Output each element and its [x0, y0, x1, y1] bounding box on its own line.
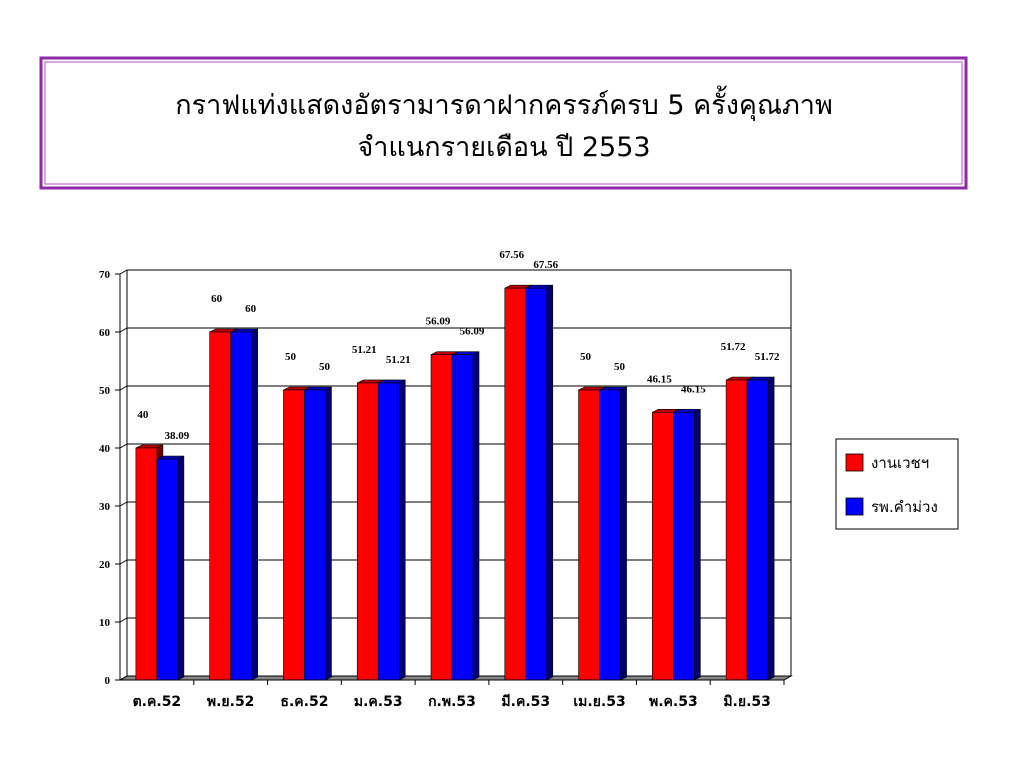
chart-title: กราฟแท่งแสดงอัตรามารดาฝากครรภ์ครบ 5 ครั้…	[175, 85, 833, 122]
y-tick-label: 0	[105, 675, 111, 687]
data-label: 46.15	[681, 383, 706, 395]
bar	[135, 447, 158, 681]
y-tick-label: 70	[99, 269, 111, 281]
y-tick-label: 60	[99, 327, 111, 339]
grid-line	[119, 443, 128, 449]
grid-line	[119, 675, 128, 681]
bar-side	[472, 351, 480, 681]
bar	[599, 389, 621, 681]
data-label: 60	[211, 293, 223, 305]
data-label: 40	[137, 409, 149, 421]
grid-line	[119, 559, 128, 565]
bar	[673, 412, 695, 681]
data-label: 50	[580, 351, 592, 363]
grid-line	[119, 327, 128, 333]
x-tick-label: ต.ค.52	[133, 694, 182, 710]
bar-side	[694, 408, 701, 681]
data-label: 50	[285, 351, 297, 363]
grid-line	[119, 269, 128, 275]
data-label: 67.56	[499, 249, 524, 261]
data-label: 38.09	[165, 430, 190, 442]
bar	[451, 354, 474, 681]
data-label: 51.72	[755, 351, 780, 363]
bar	[209, 331, 231, 681]
data-label: 56.09	[426, 316, 451, 328]
bar	[283, 389, 305, 681]
y-tick-label: 30	[99, 501, 111, 513]
y-tick-label: 50	[99, 385, 111, 397]
plot: 0 10 20 30 40 50 60 70 ต.ค.52 40 38.09 พ.ย.52 60 60 ธ.…	[99, 249, 959, 710]
title-box-inner	[44, 61, 963, 185]
data-label: 46.15	[647, 373, 672, 385]
x-tick-label: เม.ย.53	[573, 694, 625, 710]
bar	[725, 379, 748, 681]
data-label: 50	[319, 361, 331, 373]
x-tick-label: ม.ค.53	[354, 694, 403, 710]
x-tick-label: พ.ค.53	[649, 694, 698, 710]
legend-label: งานเวชฯ	[871, 454, 929, 472]
x-tick-label: มิ.ย.53	[723, 694, 771, 710]
bar	[525, 287, 548, 681]
data-label: 51.72	[721, 341, 746, 353]
bar	[430, 354, 453, 681]
bar-side	[398, 379, 406, 681]
bar-side	[767, 376, 775, 681]
grid-line	[119, 501, 128, 507]
chart-title: จำแนกรายเดือน ปี 2553	[357, 132, 650, 163]
grid-line	[119, 617, 128, 623]
bar	[156, 458, 179, 681]
bar	[746, 379, 769, 681]
grid-line	[119, 385, 128, 391]
bar-side	[620, 386, 627, 681]
y-tick-label: 40	[99, 443, 111, 455]
bar	[304, 389, 326, 681]
x-tick-label: ก.พ.53	[428, 694, 476, 710]
data-label: 50	[614, 361, 626, 373]
legend-swatch	[845, 497, 864, 516]
title-box	[39, 56, 968, 190]
bar-side	[177, 455, 185, 681]
data-label: 51.21	[352, 344, 377, 356]
bar-side	[546, 284, 554, 681]
bar	[356, 382, 379, 681]
legend-swatch	[845, 453, 864, 472]
x-tick-label: ธ.ค.52	[280, 694, 328, 710]
data-label: 60	[245, 303, 257, 315]
bar	[578, 389, 600, 681]
bar	[652, 412, 674, 681]
x-tick-label: พ.ย.52	[207, 694, 255, 710]
bar	[377, 382, 400, 681]
bar-side	[325, 386, 332, 681]
bar-side	[251, 328, 258, 681]
bar	[504, 287, 527, 681]
data-label: 67.56	[533, 259, 558, 271]
x-tick-label: มี.ค.53	[501, 694, 550, 710]
y-tick-label: 20	[99, 559, 111, 571]
data-label: 56.09	[460, 326, 485, 338]
legend-label: รพ.คำม่วง	[871, 498, 938, 516]
bar	[230, 331, 252, 681]
data-label: 51.21	[386, 354, 411, 366]
y-tick-label: 10	[99, 617, 111, 629]
